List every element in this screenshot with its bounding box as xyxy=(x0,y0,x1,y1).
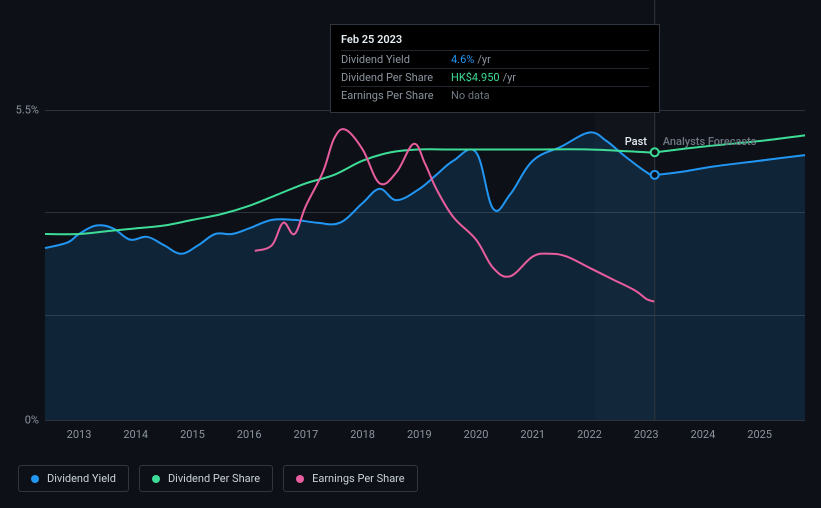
tooltip-row: Dividend Yield4.6%/yr xyxy=(341,50,649,68)
x-tick: 2019 xyxy=(407,428,432,441)
gridline xyxy=(45,420,805,421)
x-tick: 2018 xyxy=(350,428,375,441)
x-tick: 2024 xyxy=(691,428,716,441)
legend-label: Earnings Per Share xyxy=(312,472,405,485)
tooltip-row: Earnings Per ShareNo data xyxy=(341,86,649,104)
x-tick: 2016 xyxy=(237,428,262,441)
x-tick: 2015 xyxy=(180,428,205,441)
x-tick: 2025 xyxy=(747,428,772,441)
tooltip-unit: /yr xyxy=(477,53,490,66)
hover-tooltip: Feb 25 2023 Dividend Yield4.6%/yrDividen… xyxy=(330,24,660,113)
chart-container: 5.5% 0% Past Analysts Forecasts 2013 2014… xyxy=(0,0,821,508)
chart-svg xyxy=(45,110,805,420)
tooltip-key: Earnings Per Share xyxy=(341,89,451,102)
y-tick-min: 0% xyxy=(25,414,39,427)
x-tick: 2022 xyxy=(577,428,602,441)
tooltip-value: No data xyxy=(451,89,490,102)
legend-dot xyxy=(296,475,304,483)
x-tick: 2021 xyxy=(520,428,545,441)
y-tick-max: 5.5% xyxy=(16,104,39,117)
past-label: Past xyxy=(625,135,647,148)
tooltip-unit: /yr xyxy=(503,71,516,84)
tooltip-key: Dividend Per Share xyxy=(341,71,451,84)
legend-earnings-per-share[interactable]: Earnings Per Share xyxy=(283,465,418,492)
tooltip-value: HK$4.950 xyxy=(451,71,500,84)
x-tick: 2020 xyxy=(464,428,489,441)
legend-dot xyxy=(152,475,160,483)
tooltip-key: Dividend Yield xyxy=(341,53,451,66)
legend-dot xyxy=(31,475,39,483)
tooltip-date: Feb 25 2023 xyxy=(341,33,649,46)
tooltip-value: 4.6% xyxy=(451,53,474,66)
legend: Dividend Yield Dividend Per Share Earnin… xyxy=(18,465,418,492)
x-tick: 2023 xyxy=(634,428,659,441)
x-tick: 2013 xyxy=(67,428,92,441)
x-tick: 2017 xyxy=(294,428,319,441)
legend-label: Dividend Yield xyxy=(47,472,116,485)
legend-dividend-yield[interactable]: Dividend Yield xyxy=(18,465,129,492)
legend-label: Dividend Per Share xyxy=(168,472,260,485)
tooltip-row: Dividend Per ShareHK$4.950/yr xyxy=(341,68,649,86)
forecast-label: Analysts Forecasts xyxy=(663,135,757,148)
legend-dividend-per-share[interactable]: Dividend Per Share xyxy=(139,465,273,492)
x-tick: 2014 xyxy=(123,428,148,441)
x-axis: 2013 2014 2015 2016 2017 2018 2019 2020 2021 2022… xyxy=(45,428,805,448)
plot-area[interactable]: 5.5% 0% xyxy=(45,110,805,420)
